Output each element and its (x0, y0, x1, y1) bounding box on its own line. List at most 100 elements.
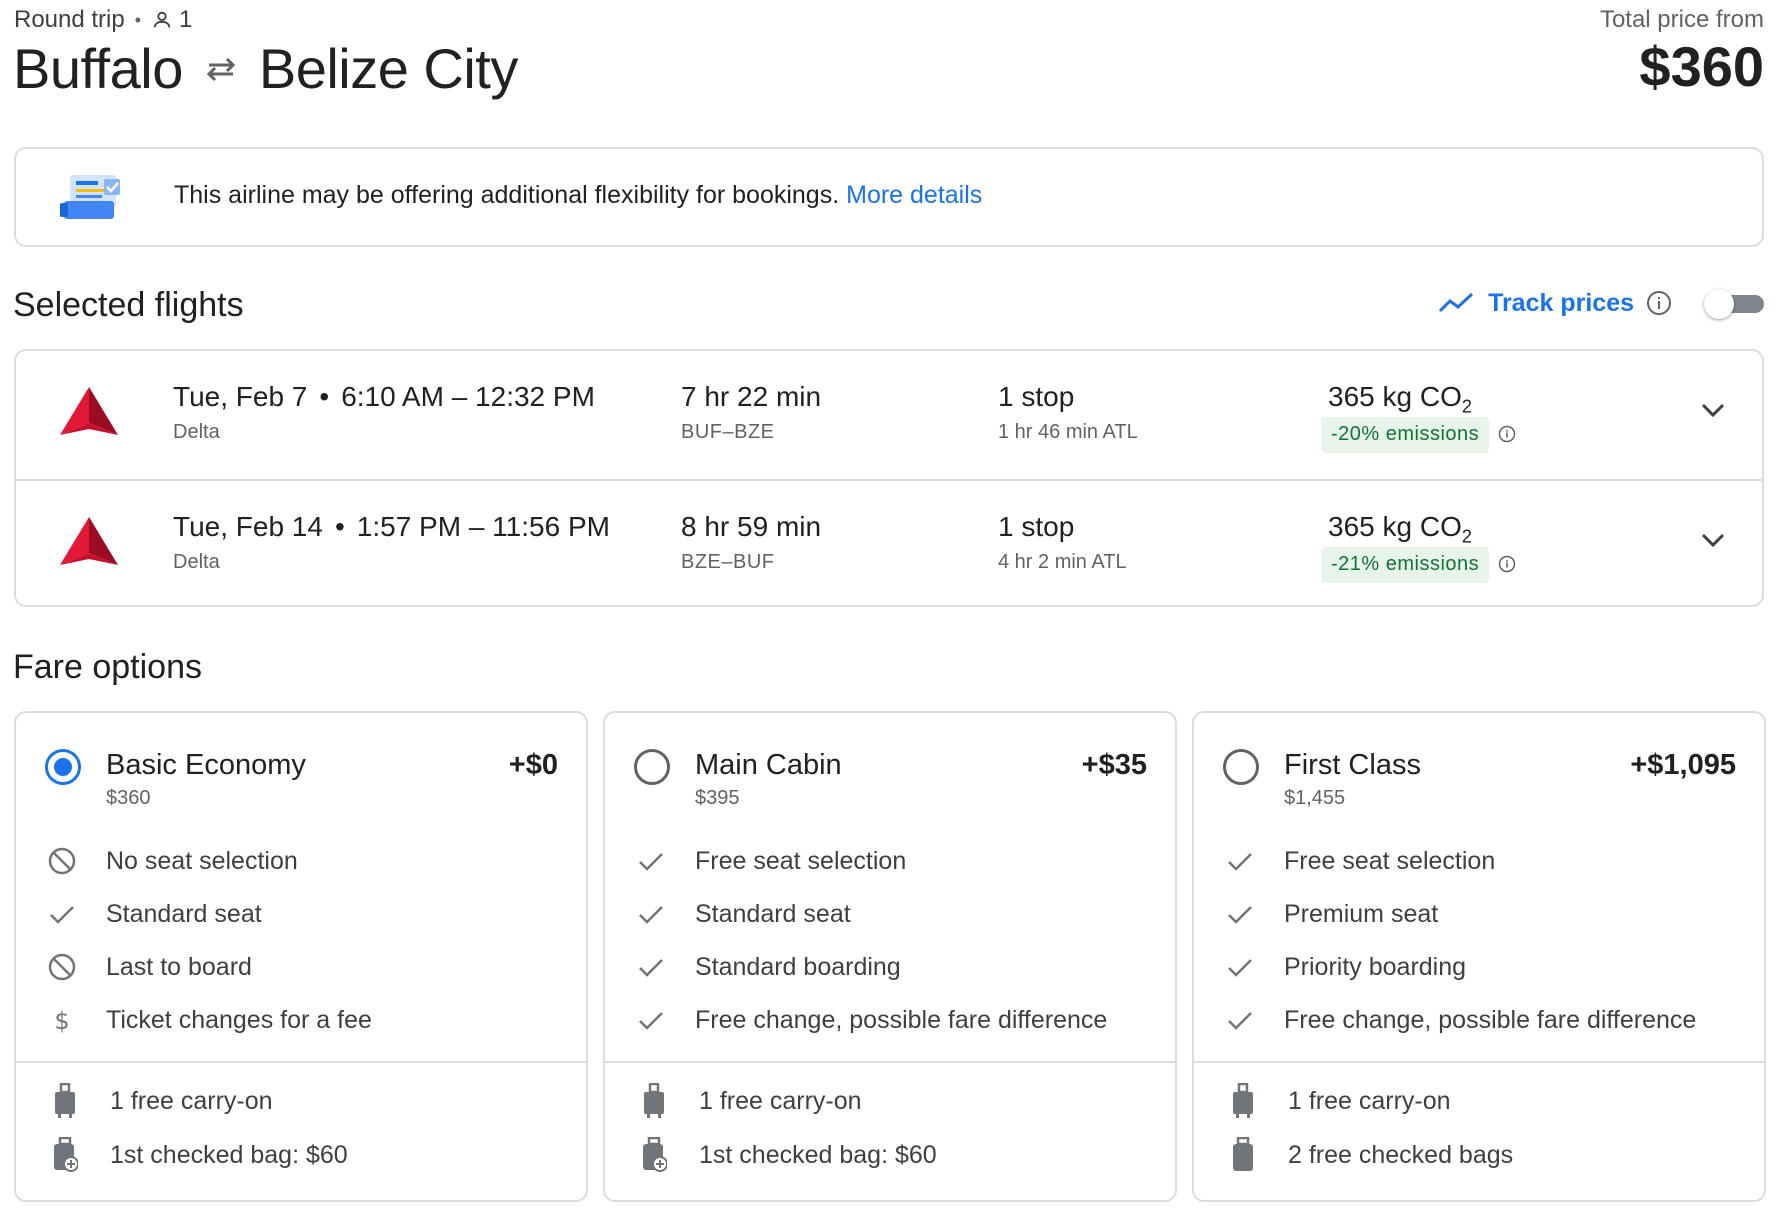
fare-feature: Free seat selection (695, 847, 907, 875)
fare-feature: Free seat selection (1284, 847, 1496, 875)
flight-stops: 1 stop (998, 511, 1075, 542)
fare-price-difference: +$1,095 (1630, 749, 1736, 781)
check-icon (1228, 853, 1252, 871)
flight-duration: 8 hr 59 min (681, 511, 822, 542)
fare-feature: Priority boarding (1284, 953, 1467, 981)
flight-route-code: BUF–BZE (681, 421, 775, 443)
layover-info: 1 hr 46 min ATL (998, 421, 1138, 443)
fare-radio[interactable] (1223, 749, 1259, 785)
fare-feature: Ticket changes for a fee (106, 1006, 372, 1034)
delta-logo-icon (60, 517, 118, 565)
swap-arrows-icon (206, 57, 235, 81)
selected-flights-list: Tue, Feb 7 • 6:10 AM – 12:32 PM Delta 7 hr… (14, 349, 1764, 607)
bag-allowance: 1 free carry-on (699, 1087, 862, 1115)
passenger-count[interactable]: 1 (151, 6, 192, 34)
check-icon (639, 906, 663, 924)
co2-value: 365 kg CO2 (1328, 381, 1472, 418)
selected-flights-heading: Selected flights (13, 286, 244, 324)
separator-dot: • (334, 511, 345, 542)
passenger-count-value: 1 (179, 6, 193, 33)
co2-subscript: 2 (1461, 396, 1472, 417)
fare-options-heading: Fare options (13, 648, 202, 686)
fare-feature: Standard seat (695, 900, 851, 928)
total-price-label: Total price from (1599, 6, 1764, 33)
flight-route-code: BZE–BUF (681, 551, 775, 573)
check-icon (639, 959, 663, 977)
chevron-down-icon[interactable] (1700, 531, 1726, 549)
checked-bag-fee-icon (643, 1137, 667, 1172)
fare-feature: Free change, possible fare difference (695, 1006, 1108, 1034)
track-prices-label[interactable]: Track prices (1488, 288, 1634, 317)
trend-line-icon (1439, 292, 1474, 313)
fare-name: Main Cabin (695, 749, 842, 781)
fare-card-main-cabin[interactable]: Main Cabin $395 +$35 Free seat selection… (603, 711, 1177, 1202)
fare-feature: Free change, possible fare difference (1284, 1006, 1697, 1034)
not-allowed-icon (48, 847, 76, 875)
fare-price: $395 (695, 787, 740, 809)
fare-card-first-class[interactable]: First Class $1,455 +$1,095 Free seat sel… (1192, 711, 1766, 1202)
co2-text: 365 kg CO (1328, 511, 1462, 542)
toggle-knob (1704, 289, 1734, 319)
check-icon (1228, 959, 1252, 977)
info-icon[interactable] (1498, 555, 1516, 573)
carry-on-icon (1233, 1083, 1253, 1118)
fare-price: $1,455 (1284, 787, 1346, 809)
fare-radio[interactable] (45, 749, 81, 785)
fare-divider (1194, 1061, 1764, 1063)
airline-name: Delta (173, 421, 220, 443)
fare-price: $360 (106, 787, 151, 809)
separator-dot: • (134, 9, 142, 30)
carry-on-icon (55, 1083, 75, 1118)
co2-value: 365 kg CO2 (1328, 511, 1472, 548)
checked-bag-icon (1233, 1137, 1253, 1171)
separator-dot: • (319, 381, 330, 412)
more-details-link[interactable]: More details (846, 181, 983, 209)
flight-time-range: 1:57 PM – 11:56 PM (356, 511, 610, 542)
bag-allowance: 1 free carry-on (110, 1087, 273, 1115)
banner-message: This airline may be offering additional … (174, 181, 840, 209)
flight-times: Tue, Feb 14 • 1:57 PM – 11:56 PM (173, 511, 610, 543)
flight-date: Tue, Feb 7 (173, 381, 308, 412)
bag-allowance: 1st checked bag: $60 (699, 1141, 937, 1169)
checked-bag-fee-icon (54, 1137, 78, 1172)
layover-info: 4 hr 2 min ATL (998, 551, 1127, 573)
fare-feature: Standard seat (106, 900, 262, 928)
flight-stops: 1 stop (998, 381, 1075, 412)
destination-city: Belize City (258, 37, 519, 100)
flight-times: Tue, Feb 7 • 6:10 AM – 12:32 PM (173, 381, 595, 413)
flight-duration: 7 hr 22 min (681, 381, 822, 412)
emissions-badge: -20% emissions (1321, 417, 1490, 453)
fare-feature: Standard boarding (695, 953, 901, 981)
check-icon (639, 853, 663, 871)
flight-row-outbound[interactable]: Tue, Feb 7 • 6:10 AM – 12:32 PM Delta 7 hr… (16, 351, 1762, 479)
origin-city: Buffalo (13, 37, 183, 100)
emissions-badge: -21% emissions (1321, 547, 1490, 583)
fare-divider (16, 1061, 586, 1063)
track-prices-toggle[interactable] (1704, 288, 1764, 319)
check-icon (1228, 1012, 1252, 1030)
fare-divider (605, 1061, 1175, 1063)
not-allowed-icon (48, 953, 76, 981)
fare-radio[interactable] (634, 749, 670, 785)
svg-text:$: $ (54, 1007, 69, 1035)
info-icon[interactable] (1646, 290, 1672, 316)
total-price: $360 (1639, 35, 1764, 98)
bag-allowance: 1 free carry-on (1288, 1087, 1451, 1115)
person-icon (153, 11, 171, 28)
fare-name: First Class (1284, 749, 1421, 781)
delta-logo-icon (60, 387, 118, 435)
fare-feature: Premium seat (1284, 900, 1439, 928)
trip-type[interactable]: Round trip (14, 6, 125, 33)
airline-name: Delta (173, 551, 220, 573)
flight-date: Tue, Feb 14 (173, 511, 323, 542)
fare-card-basic-economy[interactable]: Basic Economy $360 +$0 No seat selection… (14, 711, 588, 1202)
trip-meta: Round trip • 1 (14, 6, 192, 34)
track-prices[interactable]: Track prices (1438, 288, 1764, 319)
bag-allowance: 2 free checked bags (1288, 1141, 1514, 1169)
check-icon (50, 906, 74, 924)
fare-price-difference: +$0 (508, 749, 558, 781)
chevron-down-icon[interactable] (1700, 401, 1726, 419)
flight-row-return[interactable]: Tue, Feb 14 • 1:57 PM – 11:56 PM Delta 8 h… (16, 479, 1762, 605)
bag-allowance: 1st checked bag: $60 (110, 1141, 348, 1169)
info-icon[interactable] (1498, 425, 1516, 443)
